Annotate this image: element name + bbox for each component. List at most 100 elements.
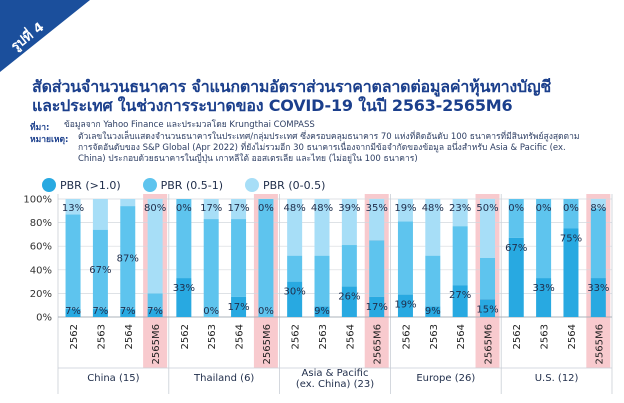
bar-segment (536, 199, 552, 279)
chart-legend: PBR (>1.0) PBR (0.5-1) PBR (0-0.5) (42, 177, 347, 193)
bar-segment (369, 296, 385, 317)
bar-segment (341, 245, 357, 287)
legend-item-low: PBR (0-0.5) (245, 178, 325, 192)
bar-segment (65, 199, 81, 215)
legend-swatch-high (42, 178, 56, 192)
x-tick-label: 2565M6 (594, 324, 605, 364)
data-label: 48% (311, 203, 333, 214)
bar-segment (314, 306, 330, 317)
data-label: 7% (92, 306, 108, 317)
data-label: 33% (532, 283, 554, 294)
data-label: 48% (284, 203, 306, 214)
data-label: 8% (590, 203, 606, 214)
data-label: 15% (476, 304, 498, 315)
bar-segment (92, 308, 108, 317)
data-label: 67% (89, 265, 111, 276)
bar-segment (480, 258, 496, 300)
data-label: 0% (176, 203, 192, 214)
data-label: 9% (425, 306, 441, 317)
bar-segment (397, 199, 413, 222)
y-tick-label: 0% (36, 313, 52, 324)
category-label: Europe (26) (416, 373, 475, 384)
category-label: (ex. China) (23) (296, 379, 374, 390)
source-key: ที่มา: (30, 123, 50, 133)
note-line2: การจัดอันดับของ S&P Global (Apr 2022) ที… (78, 143, 566, 153)
bar-segment (65, 308, 81, 317)
bar-segment (120, 199, 136, 207)
x-tick-label: 2564 (456, 324, 467, 349)
bar-segment (314, 255, 330, 307)
data-label: 0% (203, 306, 219, 317)
legend-swatch-mid (142, 178, 157, 192)
x-tick-label: 2564 (567, 324, 578, 349)
y-tick-label: 100% (23, 195, 52, 206)
y-tick-label: 40% (30, 265, 52, 276)
data-label: 35% (366, 203, 388, 214)
data-label: 0% (536, 203, 552, 214)
bar-segment (369, 240, 385, 297)
bar-segment (314, 199, 330, 256)
legend-item-high: PBR (>1.0) (42, 178, 121, 192)
x-tick-label: 2562 (180, 324, 191, 349)
bar-segment (563, 199, 579, 229)
y-tick-label: 60% (30, 242, 52, 253)
bar-segment (120, 206, 136, 309)
x-tick-label: 2565M6 (484, 324, 495, 364)
x-tick-label: 2563 (318, 324, 329, 349)
bar-segment (147, 293, 163, 309)
data-label: 48% (422, 203, 444, 214)
data-label: 26% (338, 291, 360, 302)
legend-label-mid: PBR (0.5-1) (160, 178, 223, 192)
bar-segment (508, 199, 524, 238)
bar-segment (92, 229, 108, 309)
bar-segment (65, 214, 81, 309)
x-tick-label: 2565M6 (262, 324, 273, 364)
bar-segment (563, 228, 579, 317)
note-line3: China) ประกอบด้วยธนาคารในญี่ปุ่น เกาหลีใ… (78, 154, 418, 164)
data-label: 27% (449, 290, 471, 301)
bar-segment (536, 278, 552, 317)
data-label: 50% (476, 203, 498, 214)
x-tick-label: 2563 (429, 324, 440, 349)
note-key: หมายเหตุ: (30, 135, 69, 145)
bar-segment (176, 278, 192, 317)
bar-segment (590, 199, 606, 209)
data-label: 17% (366, 302, 388, 313)
data-label: 33% (587, 283, 609, 294)
x-tick-label: 2564 (235, 324, 246, 349)
x-tick-label: 2562 (512, 324, 523, 349)
bar-segment (231, 199, 247, 220)
x-tick-label: 2563 (96, 324, 107, 349)
bar-segment (590, 278, 606, 317)
bar-segment (258, 199, 274, 317)
data-label: 17% (227, 302, 249, 313)
category-label: U.S. (12) (535, 373, 579, 384)
bar-segment (425, 306, 441, 317)
legend-swatch-low (245, 178, 259, 192)
bar-segment (176, 199, 192, 279)
data-label: 39% (338, 203, 360, 214)
note-line1: ตัวเลขในวงเล็บแสดงจำนวนธนาคารในประเทศ/กล… (78, 132, 580, 142)
data-label: 0% (563, 203, 579, 214)
data-label: 75% (560, 234, 582, 245)
x-tick-label: 2563 (540, 324, 551, 349)
source-text: ข้อมูลจาก Yahoo Finance และประมวลโดย Kru… (64, 120, 315, 130)
y-tick-label: 80% (30, 218, 52, 229)
bar-segment (369, 199, 385, 241)
x-tick-label: 2564 (124, 324, 135, 349)
bar-segment (203, 199, 219, 220)
category-label: China (15) (87, 373, 139, 384)
bar-segment (147, 199, 163, 294)
category-label: Asia & Pacific (302, 368, 369, 379)
x-tick-label: 2563 (207, 324, 218, 349)
data-label: 13% (62, 203, 84, 214)
bar-segment (231, 219, 247, 297)
data-label: 19% (394, 300, 416, 311)
bar-segment (120, 308, 136, 317)
badge-triangle (0, 0, 90, 72)
data-label: 0% (258, 306, 274, 317)
bar-segment (590, 208, 606, 279)
figure-badge: รูปที่ 4 (0, 0, 90, 72)
bar-segment (397, 221, 413, 295)
data-label: 0% (258, 203, 274, 214)
